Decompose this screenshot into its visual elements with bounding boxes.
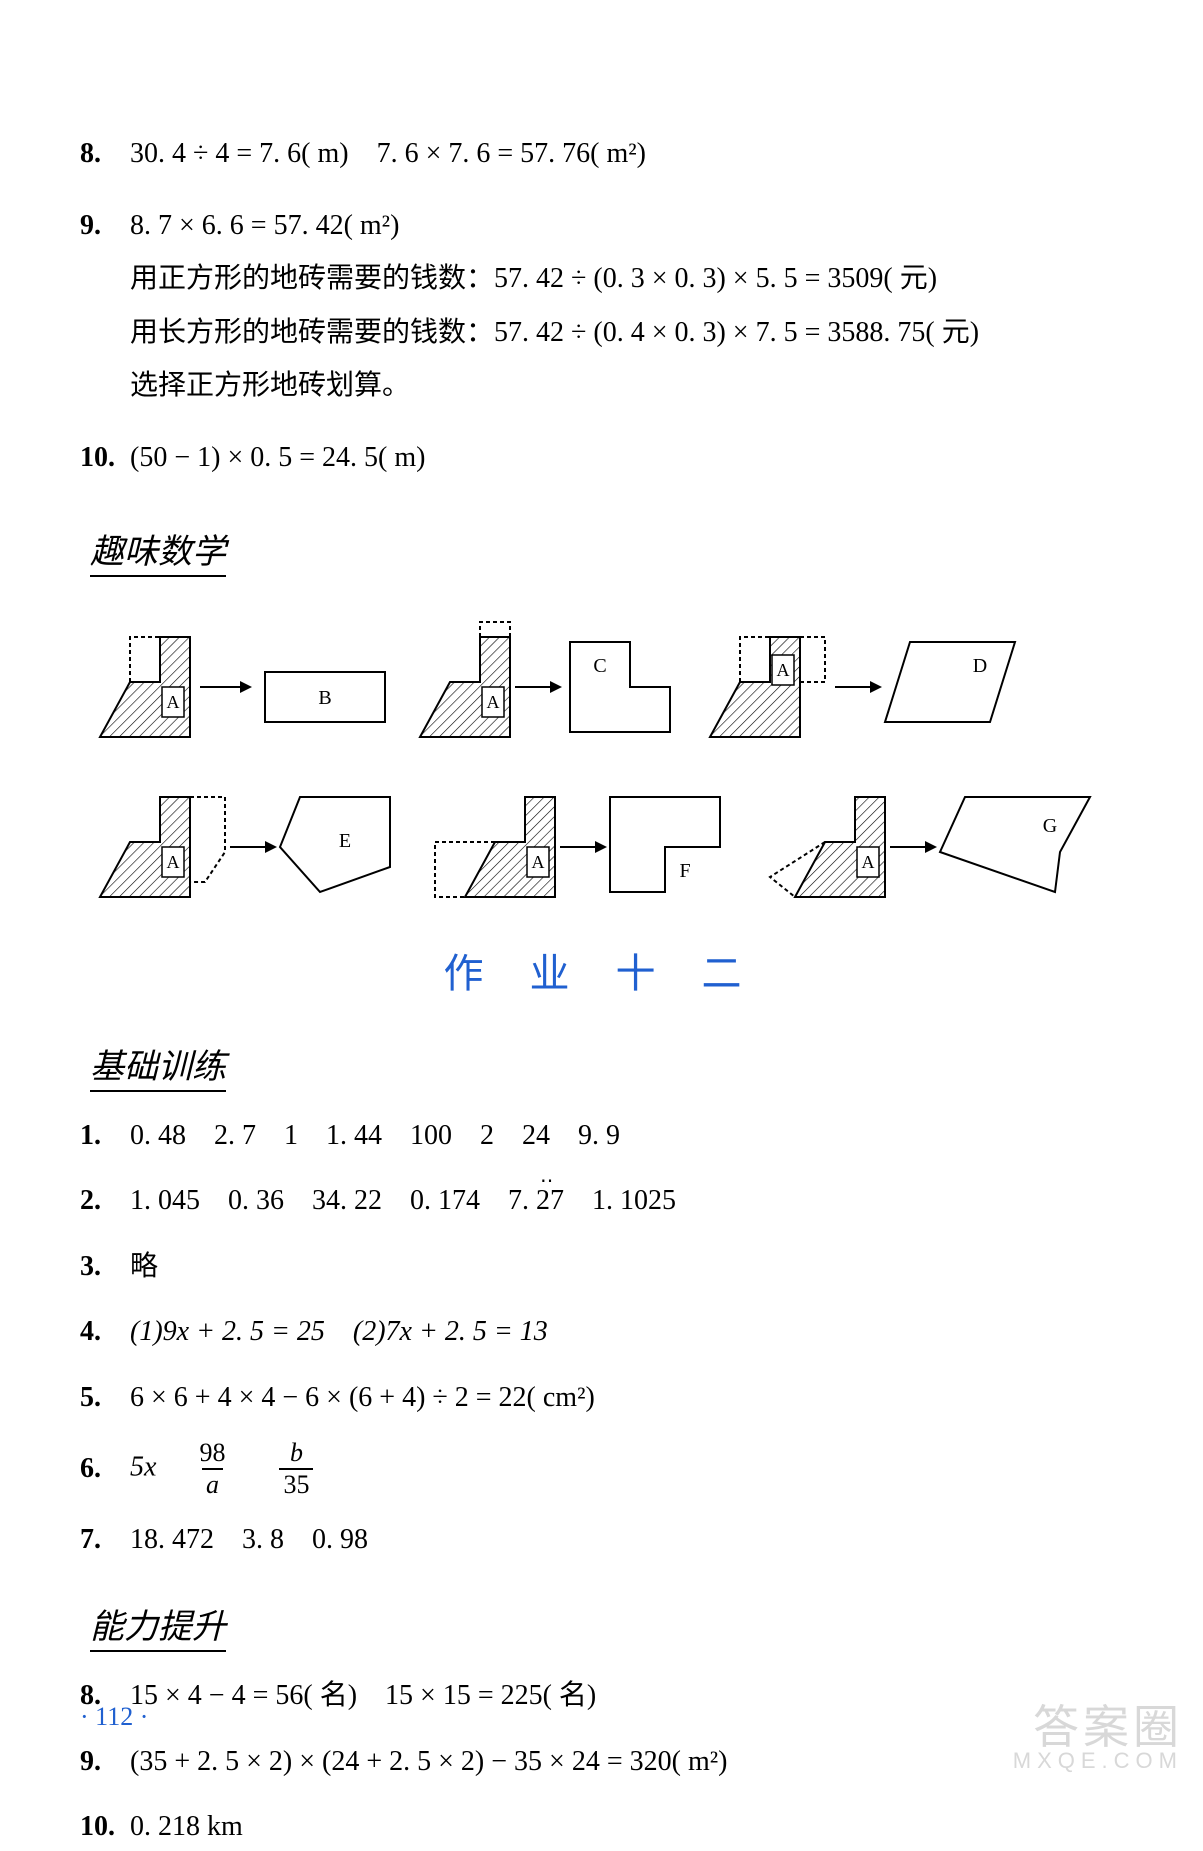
problem-text: 0. 48 2. 7 1 1. 44 100 2 24 9. 9 — [130, 1112, 1123, 1160]
numerator: b — [286, 1440, 307, 1468]
problem-line: 选择正方形地砖划算。 — [130, 362, 1123, 410]
problem-text: 1. 045 0. 36 34. 22 0. 174 7. 27 1. 1025 — [130, 1177, 1123, 1225]
problem-line: (50 − 1) × 0. 5 = 24. 5( m) — [130, 434, 1123, 482]
svg-text:F: F — [679, 860, 690, 882]
problem-8-bot: 8. 15 × 4 − 4 = 56( 名) 15 × 15 = 225( 名) — [80, 1672, 1123, 1720]
problem-line: 用正方形的地砖需要的钱数：57. 42 ÷ (0. 3 × 0. 3) × 5.… — [130, 255, 1123, 303]
page-number: · 112 · — [80, 1702, 148, 1732]
eq-text: (1)9x + 2. 5 = 25 (2)7x + 2. 5 = 13 — [130, 1316, 548, 1347]
problem-number: 10. — [80, 434, 130, 482]
denominator: 35 — [279, 1468, 313, 1498]
repeating-decimal: 27 — [536, 1177, 564, 1225]
problem-9-top: 9. 8. 7 × 6. 6 = 57. 42( m²) 用正方形的地砖需要的钱… — [80, 202, 1123, 416]
problem-3: 3. 略 — [80, 1243, 1123, 1291]
problem-number: 10. — [80, 1803, 130, 1851]
problem-9-bot: 9. (35 + 2. 5 × 2) × (24 + 2. 5 × 2) − 3… — [80, 1738, 1123, 1786]
problem-7: 7. 18. 472 3. 8 0. 98 — [80, 1516, 1123, 1564]
svg-text:A: A — [532, 852, 545, 872]
problem-content: (50 − 1) × 0. 5 = 24. 5( m) — [130, 434, 1123, 488]
section-title-ability: 能力提升 — [90, 1599, 226, 1652]
svg-text:A: A — [777, 660, 790, 680]
problem-10-top: 10. (50 − 1) × 0. 5 = 24. 5( m) — [80, 434, 1123, 488]
problem-text: 6 × 6 + 4 × 4 − 6 × (6 + 4) ÷ 2 = 22( cm… — [130, 1374, 1123, 1422]
problem-5: 5. 6 × 6 + 4 × 4 − 6 × (6 + 4) ÷ 2 = 22(… — [80, 1374, 1123, 1422]
diagrams-row-2: A E A F A G — [90, 767, 1123, 917]
prefix: 5x — [130, 1451, 184, 1482]
problem-line: 8. 7 × 6. 6 = 57. 42( m²) — [130, 202, 1123, 250]
svg-text:G: G — [1043, 815, 1057, 837]
diagram-svg-row2: A E A F A G — [90, 767, 1110, 917]
problem-number: 9. — [80, 202, 130, 250]
problem-number: 2. — [80, 1177, 130, 1225]
problem-10-bot: 10. 0. 218 km — [80, 1803, 1123, 1851]
section-title-basic: 基础训练 — [90, 1039, 226, 1092]
svg-text:A: A — [167, 692, 180, 712]
problem-text: 0. 218 km — [130, 1803, 1123, 1851]
problem-number: 6. — [80, 1445, 130, 1493]
problem-number: 9. — [80, 1738, 130, 1786]
problem-text: 15 × 4 − 4 = 56( 名) 15 × 15 = 225( 名) — [130, 1672, 1123, 1720]
problem-8-top: 8. 30. 4 ÷ 4 = 7. 6( m) 7. 6 × 7. 6 = 57… — [80, 130, 1123, 184]
numerator: 98 — [195, 1440, 229, 1468]
watermark-main: 答案圈 — [1033, 1701, 1183, 1753]
svg-text:D: D — [973, 655, 987, 677]
problem-content: 8. 7 × 6. 6 = 57. 42( m²) 用正方形的地砖需要的钱数：5… — [130, 202, 1123, 416]
watermark-sub: MXQE.COM — [1013, 1750, 1183, 1772]
section-title-fun-math: 趣味数学 — [90, 524, 226, 577]
problem-text: (1)9x + 2. 5 = 25 (2)7x + 2. 5 = 13 — [130, 1308, 1123, 1356]
diagrams-row-1: A B A C A D — [90, 612, 1123, 752]
problem-number: 7. — [80, 1516, 130, 1564]
svg-text:C: C — [593, 655, 606, 677]
fraction-2: b 35 — [279, 1440, 313, 1498]
diagram-svg-row1: A B A C A D — [90, 612, 1110, 752]
main-title: 作 业 十 二 — [80, 941, 1123, 999]
problem-line: 30. 4 ÷ 4 = 7. 6( m) 7. 6 × 7. 6 = 57. 7… — [130, 130, 1123, 178]
svg-text:A: A — [487, 692, 500, 712]
text-part: 1. 1025 — [564, 1185, 676, 1216]
problem-line: 用长方形的地砖需要的钱数：57. 42 ÷ (0. 4 × 0. 3) × 7.… — [130, 309, 1123, 357]
svg-text:E: E — [339, 830, 351, 852]
problem-4: 4. (1)9x + 2. 5 = 25 (2)7x + 2. 5 = 13 — [80, 1308, 1123, 1356]
problem-text: 18. 472 3. 8 0. 98 — [130, 1516, 1123, 1564]
denominator: a — [202, 1468, 223, 1498]
problem-number: 1. — [80, 1112, 130, 1160]
problem-text: (35 + 2. 5 × 2) × (24 + 2. 5 × 2) − 35 ×… — [130, 1738, 1123, 1786]
problem-number: 3. — [80, 1243, 130, 1291]
problem-6: 6. 5x 98 a b 35 — [80, 1440, 1123, 1498]
gap — [240, 1451, 268, 1482]
watermark: 答案圈 MXQE.COM — [1013, 1704, 1183, 1772]
problem-text: 略 — [130, 1243, 1123, 1291]
svg-text:A: A — [167, 852, 180, 872]
svg-text:B: B — [318, 687, 331, 709]
svg-text:A: A — [862, 852, 875, 872]
problem-number: 4. — [80, 1308, 130, 1356]
problem-number: 5. — [80, 1374, 130, 1422]
problem-text: 5x 98 a b 35 — [130, 1440, 1123, 1498]
text-part: 1. 045 0. 36 34. 22 0. 174 7. — [130, 1185, 536, 1216]
problem-1: 1. 0. 48 2. 7 1 1. 44 100 2 24 9. 9 — [80, 1112, 1123, 1160]
fraction-1: 98 a — [195, 1440, 229, 1498]
problem-content: 30. 4 ÷ 4 = 7. 6( m) 7. 6 × 7. 6 = 57. 7… — [130, 130, 1123, 184]
problem-2: 2. 1. 045 0. 36 34. 22 0. 174 7. 27 1. 1… — [80, 1177, 1123, 1225]
problem-number: 8. — [80, 130, 130, 178]
